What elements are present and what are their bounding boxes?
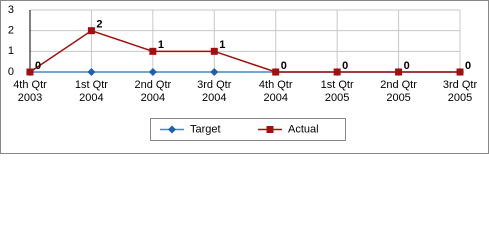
series-line [29,29,460,73]
marker [272,68,280,76]
marker [333,68,341,76]
x-tick-label: 1st Qtr [75,79,108,91]
data-label: 1 [158,39,164,51]
marker [87,68,96,76]
marker [210,47,218,55]
y-tick-label: 3 [8,4,14,16]
x-tick-label: 4th Qtr [13,79,47,91]
legend-label: Actual [288,123,319,135]
legend-label: Target [190,123,221,135]
data-label: 0 [465,60,471,72]
marker [148,68,157,76]
x-tick-label: 3rd Qtr [197,79,232,91]
x-tick-label: 2004 [79,92,103,104]
x-tick-label: 2004 [202,92,226,104]
x-tick-label: 2005 [325,92,349,104]
x-tick-label: 2005 [448,92,472,104]
marker [87,27,95,35]
x-tick-label: 2004 [263,92,287,104]
x-tick-label: 2nd Qtr [135,79,172,91]
y-tick-label: 2 [8,25,14,37]
data-label: 0 [35,60,41,72]
marker [266,126,274,133]
x-tick-label: 2nd Qtr [380,79,417,91]
x-tick-label: 2004 [141,92,165,104]
legend-box [150,118,346,141]
y-tick-label: 0 [8,66,14,78]
x-tick-label: 2003 [18,92,42,104]
data-label: 0 [342,60,348,72]
marker [168,125,176,134]
data-label: 2 [96,19,102,31]
y-tick-label: 1 [8,45,14,57]
x-tick-label: 2005 [386,92,410,104]
marker [149,47,157,55]
marker [210,68,219,76]
x-tick-label: 1st Qtr [321,79,354,91]
data-label: 0 [281,60,287,72]
marker [395,68,403,76]
marker [456,68,464,76]
x-tick-label: 3rd Qtr [443,79,478,91]
data-label: 0 [404,60,410,72]
data-label: 1 [219,39,225,51]
x-tick-label: 4th Qtr [259,79,293,91]
marker [26,68,34,76]
